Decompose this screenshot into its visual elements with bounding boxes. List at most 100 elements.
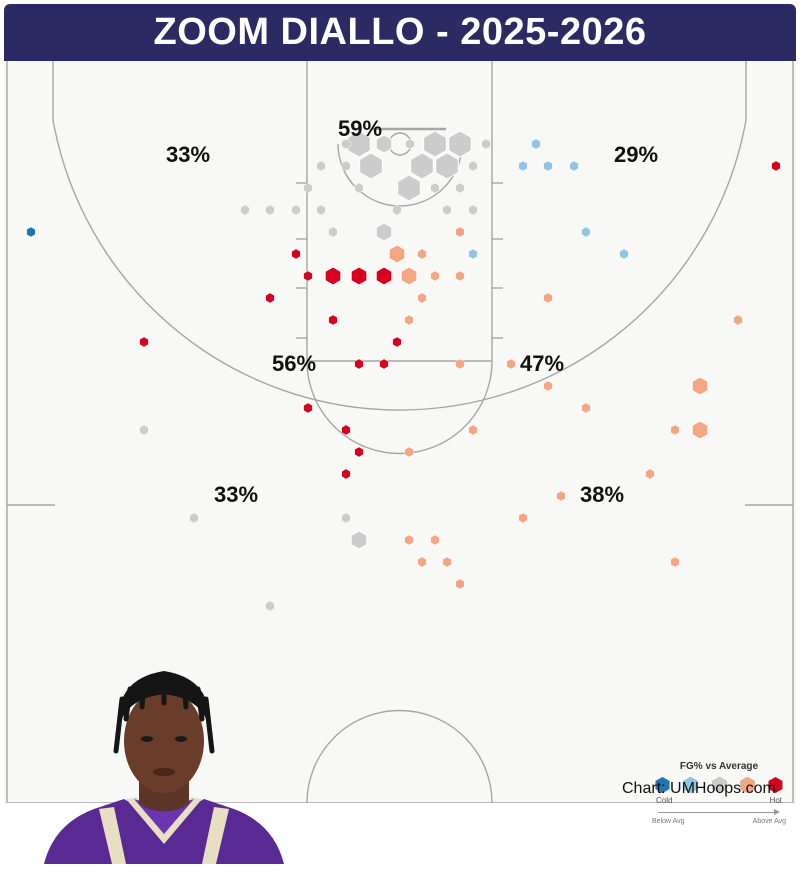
zone-label: 29% (614, 142, 658, 167)
shot-hex-warm (400, 266, 418, 286)
shot-hex-average (347, 130, 371, 158)
shot-hex-average (375, 222, 393, 242)
shot-hex-average (354, 182, 364, 194)
shot-hex-average (341, 160, 351, 172)
shot-hex-hot (771, 160, 781, 172)
shot-hex-warm (455, 226, 465, 238)
legend-above-label: Above Avg (752, 818, 786, 825)
shot-hex-warm (417, 292, 427, 304)
zone-label: 47% (520, 351, 564, 376)
shot-hex-warm (417, 248, 427, 260)
shot-hex-warm (442, 556, 452, 568)
chart-credit: Chart: UMHoops.com (622, 780, 776, 797)
shot-hex-warm (455, 358, 465, 370)
shot-hex-warm (556, 490, 566, 502)
zone-labels: 59% 33% 29% 56% 47% 33% 38% (166, 116, 658, 507)
shot-hex-hot (265, 292, 275, 304)
zone-label: 33% (166, 142, 210, 167)
shot-hex-average (265, 204, 275, 216)
shot-hex-cool (531, 138, 541, 150)
shot-hex-hot (303, 402, 313, 414)
shot-hex-warm (691, 376, 709, 396)
shot-hex-average (375, 134, 393, 154)
legend-hex-warm-icon (740, 776, 755, 794)
court-lines (6, 61, 794, 803)
shot-hex-average (189, 512, 199, 524)
legend-swatches (644, 776, 794, 794)
shot-hex-average (240, 204, 250, 216)
shot-hex-hot (354, 446, 364, 458)
legend-below-label: Below Avg (652, 818, 685, 825)
legend-hex-cold-icon (655, 776, 670, 794)
shot-hex-warm (468, 424, 478, 436)
shot-hex-cool (581, 226, 591, 238)
shot-hex-average (448, 130, 472, 158)
shot-hex-hot (139, 336, 149, 348)
shot-hex-warm (455, 270, 465, 282)
shot-hex-average (410, 152, 434, 180)
shot-hex-hot (324, 266, 342, 286)
shot-hex-hot (350, 266, 368, 286)
shot-hex-average (468, 160, 478, 172)
shot-hex-warm (430, 534, 440, 546)
shot-hex-hot (303, 270, 313, 282)
shot-hex-warm (430, 270, 440, 282)
shot-hex-warm (691, 420, 709, 440)
shot-hex-average (405, 138, 415, 150)
legend-title: FG% vs Average (679, 761, 759, 772)
shot-hex-average (328, 226, 338, 238)
legend-hex-average-icon (711, 776, 727, 794)
zone-label: 59% (338, 116, 382, 141)
shot-hex-average (455, 182, 465, 194)
chart-title: ZOOM DIALLO - 2025-2026 (153, 11, 647, 53)
shot-hex-warm (506, 358, 516, 370)
court-svg: 59% 33% 29% 56% 47% 33% 38% (6, 61, 794, 803)
shot-hex-average (359, 152, 383, 180)
shot-hex-average (397, 174, 421, 202)
shot-hex-warm (733, 314, 743, 326)
shot-hex-hot (375, 266, 393, 286)
shot-hex-average (291, 204, 301, 216)
legend-hot-label: Hot (769, 796, 782, 805)
hex-layer (26, 130, 781, 612)
shot-hex-warm (543, 292, 553, 304)
shot-hex-hot (291, 248, 301, 260)
shot-hex-average (316, 204, 326, 216)
shot-hex-cool (468, 248, 478, 260)
shot-hex-average (341, 512, 351, 524)
shot-hex-average (265, 600, 275, 612)
shot-hex-warm (404, 446, 414, 458)
zone-label: 56% (272, 351, 316, 376)
shot-hex-cool (619, 248, 629, 260)
shot-chart-court: 59% 33% 29% 56% 47% 33% 38% (4, 61, 796, 864)
shot-hex-hot (354, 358, 364, 370)
shot-hex-hot (392, 336, 402, 348)
shot-hex-average (468, 204, 478, 216)
shot-hex-cold (26, 226, 36, 238)
shot-hex-cool (543, 160, 553, 172)
shot-hex-cool (569, 160, 579, 172)
legend-arrow-icon (658, 809, 780, 817)
shot-hex-warm (581, 402, 591, 414)
shot-hex-hot (341, 424, 351, 436)
shot-hex-hot (341, 468, 351, 480)
legend-cold-label: Cold (656, 796, 673, 805)
shot-hex-average (442, 204, 452, 216)
free-throw-circle (306, 360, 493, 455)
shot-hex-average (303, 182, 313, 194)
shot-hex-warm (404, 314, 414, 326)
shot-hex-warm (455, 578, 465, 590)
title-bar: ZOOM DIALLO - 2025-2026 (4, 4, 796, 61)
shot-hex-average (350, 530, 368, 550)
shot-hex-average (139, 424, 149, 436)
shot-hex-hot (328, 314, 338, 326)
shot-hex-warm (404, 534, 414, 546)
shot-hex-cool (518, 160, 528, 172)
shot-hex-average (341, 138, 351, 150)
shot-hex-average (435, 152, 459, 180)
shot-hex-warm (645, 468, 655, 480)
shot-hex-average (392, 204, 402, 216)
legend-hex-cool-icon (683, 776, 698, 794)
zone-label: 38% (580, 482, 624, 507)
shot-hex-warm (670, 556, 680, 568)
